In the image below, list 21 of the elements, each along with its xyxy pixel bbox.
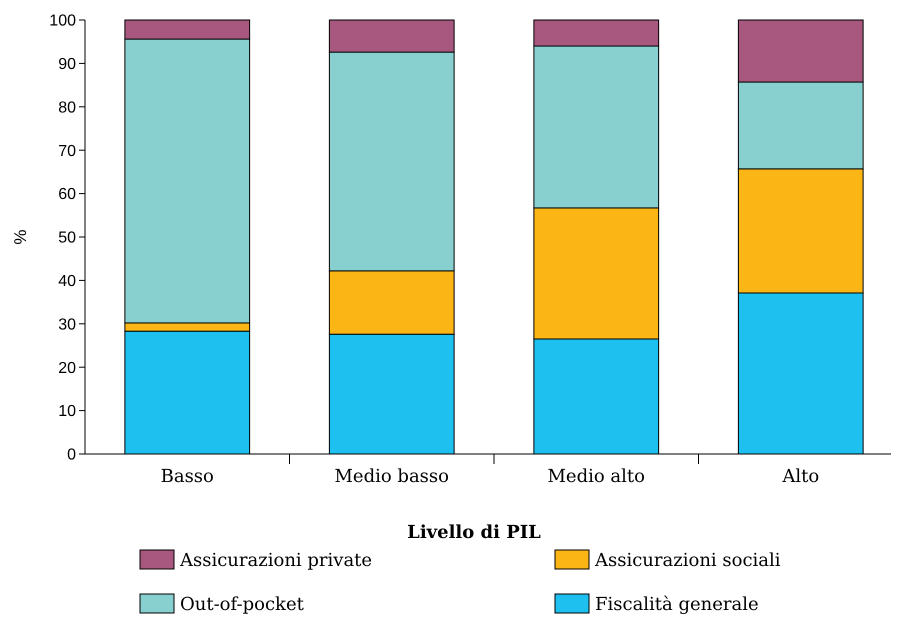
legend-label: Assicurazioni sociali (594, 550, 781, 571)
y-tick-label: 90 (58, 56, 76, 73)
y-tick-label: 100 (49, 12, 76, 30)
y-tick-label: 10 (58, 403, 76, 420)
y-tick-label: 70 (58, 142, 76, 160)
y-tick-label: 50 (58, 230, 76, 247)
y-tick-label: 20 (58, 360, 76, 377)
x-axis-title: Livello di PIL (407, 522, 542, 543)
y-tick-label: 40 (58, 273, 76, 290)
legend-label: Assicurazioni private (179, 550, 372, 571)
x-tick-label: Alto (781, 466, 820, 487)
y-axis-title: % (11, 229, 30, 245)
x-tick-label: Medio basso (334, 466, 449, 487)
x-tick-label: Basso (160, 466, 214, 487)
y-tick-label: 80 (58, 99, 76, 116)
x-tick-label: Medio alto (548, 466, 645, 487)
y-tick-label: 0 (67, 446, 76, 464)
y-tick-label: 30 (58, 316, 76, 334)
legend-label: Out-of-pocket (180, 594, 305, 615)
legend-label: Fiscalità generale (595, 594, 759, 615)
y-tick-label: 60 (58, 186, 76, 204)
